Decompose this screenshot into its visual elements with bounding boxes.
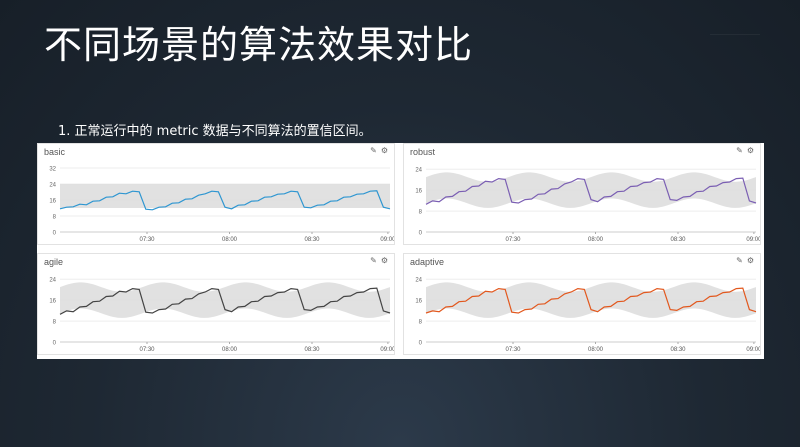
- panel-title: agile: [44, 257, 64, 267]
- x-tick-label: 09:00: [380, 237, 394, 243]
- y-tick-label: 0: [419, 341, 423, 347]
- y-tick-label: 24: [49, 278, 56, 284]
- y-tick-label: 0: [53, 231, 57, 237]
- x-tick-label: 08:30: [304, 347, 320, 353]
- chart-robust: 0 8 16 24 07:30 08:00 08:30 09:00: [415, 168, 760, 243]
- decorative-line: [710, 20, 760, 35]
- y-tick-label: 24: [415, 278, 422, 284]
- panel-tools: ✎ ⚙: [736, 256, 754, 265]
- x-tick-label: 09:00: [746, 347, 760, 353]
- x-tick-label: 08:00: [222, 237, 238, 243]
- panel-adaptive: adaptive ✎ ⚙ 0 8 16 24 07:30 08:00 08:30 09:00: [403, 253, 761, 355]
- y-tick-label: 16: [49, 199, 56, 205]
- x-tick-label: 08:30: [670, 347, 686, 353]
- chart-adaptive: 0 8 16 24 07:30 08:00 08:30 09:00: [415, 278, 760, 353]
- x-tick-label: 09:00: [380, 347, 394, 353]
- gear-icon[interactable]: ⚙: [746, 256, 754, 265]
- panel-title: robust: [410, 147, 436, 157]
- confidence-band: [426, 172, 756, 208]
- y-tick-label: 16: [415, 189, 422, 195]
- y-tick-label: 16: [415, 299, 422, 305]
- confidence-band: [426, 282, 756, 318]
- x-tick-label: 07:30: [505, 237, 521, 243]
- x-tick-label: 08:00: [588, 347, 604, 353]
- y-tick-label: 24: [49, 183, 56, 189]
- chart-basic: 0 8 16 24 32 07:30 08:00 08:30 09:00: [49, 167, 394, 244]
- series-line: [59, 287, 391, 315]
- y-tick-label: 8: [419, 210, 423, 216]
- panel-basic: basic ✎ ⚙ 0 8 16 24 32 07:30 08:00 08:30 09:00: [37, 143, 395, 245]
- y-tick-label: 16: [49, 299, 56, 305]
- gear-icon[interactable]: ⚙: [746, 146, 754, 155]
- x-tick-label: 07:30: [139, 347, 155, 353]
- x-tick-label: 07:30: [505, 347, 521, 353]
- series-line: [59, 190, 391, 211]
- x-tick-label: 08:00: [222, 347, 238, 353]
- chart-agile: 0 8 16 24 07:30 08:00 08:30 09:00: [49, 278, 394, 353]
- gear-icon[interactable]: ⚙: [380, 256, 388, 265]
- y-tick-label: 0: [53, 341, 57, 347]
- panel-tools: ✎ ⚙: [370, 146, 388, 155]
- pencil-icon[interactable]: ✎: [370, 256, 377, 265]
- slide-title: 不同场景的算法效果对比: [44, 23, 474, 67]
- confidence-band: [60, 282, 390, 318]
- y-tick-label: 8: [53, 320, 57, 326]
- panel-tools: ✎ ⚙: [736, 146, 754, 155]
- slide-subtitle: 1. 正常运行中的 metric 数据与不同算法的置信区间。: [58, 124, 372, 139]
- series-line: [425, 177, 757, 205]
- gear-icon[interactable]: ⚙: [380, 146, 388, 155]
- y-tick-label: 0: [419, 231, 423, 237]
- panel-title: basic: [44, 147, 66, 157]
- x-tick-label: 07:30: [139, 237, 155, 243]
- y-tick-label: 24: [415, 168, 422, 174]
- panel-tools: ✎ ⚙: [370, 256, 388, 265]
- confidence-band: [60, 184, 390, 208]
- x-tick-label: 08:30: [670, 237, 686, 243]
- panel-robust: robust ✎ ⚙ 0 8 16 24 07:30 08:00 08:30 09:00: [403, 143, 761, 245]
- panel-agile: agile ✎ ⚙ 0 8 16 24 07:30 08:00 08:30 09:00: [37, 253, 395, 355]
- y-tick-label: 8: [419, 320, 423, 326]
- x-tick-label: 08:00: [588, 237, 604, 243]
- x-tick-label: 08:30: [304, 237, 320, 243]
- series-line: [425, 287, 757, 314]
- pencil-icon[interactable]: ✎: [736, 146, 743, 155]
- x-tick-label: 09:00: [746, 237, 760, 243]
- y-tick-label: 32: [49, 167, 56, 173]
- chart-grid: basic ✎ ⚙ 0 8 16 24 32 07:30 08:00 08:30 09:00 r…: [37, 143, 764, 359]
- pencil-icon[interactable]: ✎: [370, 146, 377, 155]
- y-tick-label: 8: [53, 215, 57, 221]
- panel-title: adaptive: [410, 257, 445, 267]
- pencil-icon[interactable]: ✎: [736, 256, 743, 265]
